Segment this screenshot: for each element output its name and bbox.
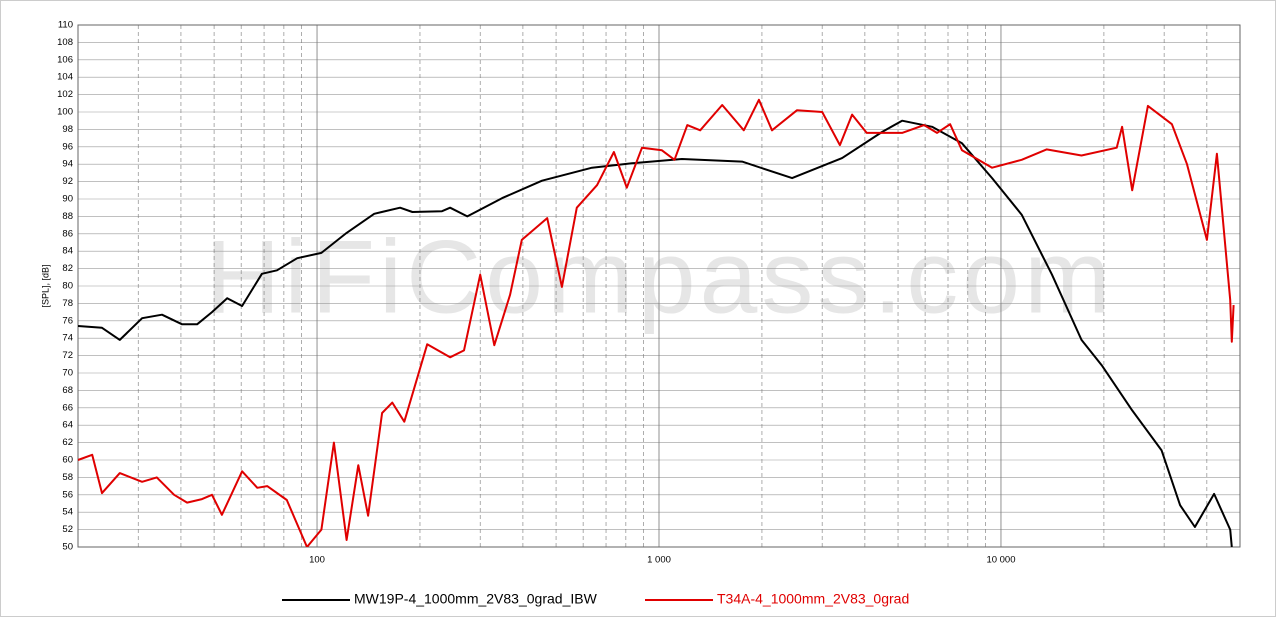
y-tick-label: 64 <box>62 420 73 431</box>
series-line <box>78 98 1235 547</box>
series-line <box>78 119 1233 547</box>
x-tick-label: 100 <box>309 555 325 566</box>
y-tick-label: 54 <box>62 507 73 518</box>
y-tick-label: 82 <box>62 263 73 274</box>
y-tick-label: 76 <box>62 315 73 326</box>
y-tick-label: 56 <box>62 489 73 500</box>
y-axis-label: [SPL], [dB] <box>40 264 50 307</box>
y-tick-label: 96 <box>62 141 73 152</box>
y-tick-label: 78 <box>62 298 73 309</box>
y-tick-label: 100 <box>57 107 73 118</box>
y-tick-label: 60 <box>62 455 73 466</box>
y-tick-label: 104 <box>57 72 73 83</box>
y-tick-label: 50 <box>62 542 73 553</box>
y-tick-label: 86 <box>62 228 73 239</box>
y-tick-label: 84 <box>62 246 73 257</box>
y-tick-label: 94 <box>62 159 73 170</box>
y-tick-label: 98 <box>62 124 73 135</box>
x-tick-label: 10 000 <box>986 555 1015 566</box>
y-tick-label: 106 <box>57 54 73 65</box>
legend-label: MW19P-4_1000mm_2V83_0grad_IBW <box>354 591 598 607</box>
plot-border <box>77 24 1241 548</box>
y-tick-label: 66 <box>62 402 73 413</box>
watermark: HiFiCompass.com <box>205 219 1114 335</box>
y-tick-label: 108 <box>57 37 73 48</box>
y-tick-label: 90 <box>62 194 73 205</box>
legend-label: T34A-4_1000mm_2V83_0grad <box>717 591 909 607</box>
y-tick-label: 102 <box>57 89 73 100</box>
y-tick-label: 52 <box>62 524 73 535</box>
y-tick-label: 92 <box>62 176 73 187</box>
y-tick-label: 70 <box>62 368 73 379</box>
y-tick-label: 110 <box>58 20 73 31</box>
y-tick-label: 58 <box>62 472 73 483</box>
y-tick-label: 68 <box>62 385 73 396</box>
y-tick-label: 62 <box>62 437 73 448</box>
y-tick-label: 80 <box>62 281 73 292</box>
y-tick-label: 74 <box>62 333 73 344</box>
y-tick-label: 88 <box>62 211 73 222</box>
y-tick-label: 72 <box>62 350 73 361</box>
x-tick-label: 1 000 <box>647 555 671 566</box>
